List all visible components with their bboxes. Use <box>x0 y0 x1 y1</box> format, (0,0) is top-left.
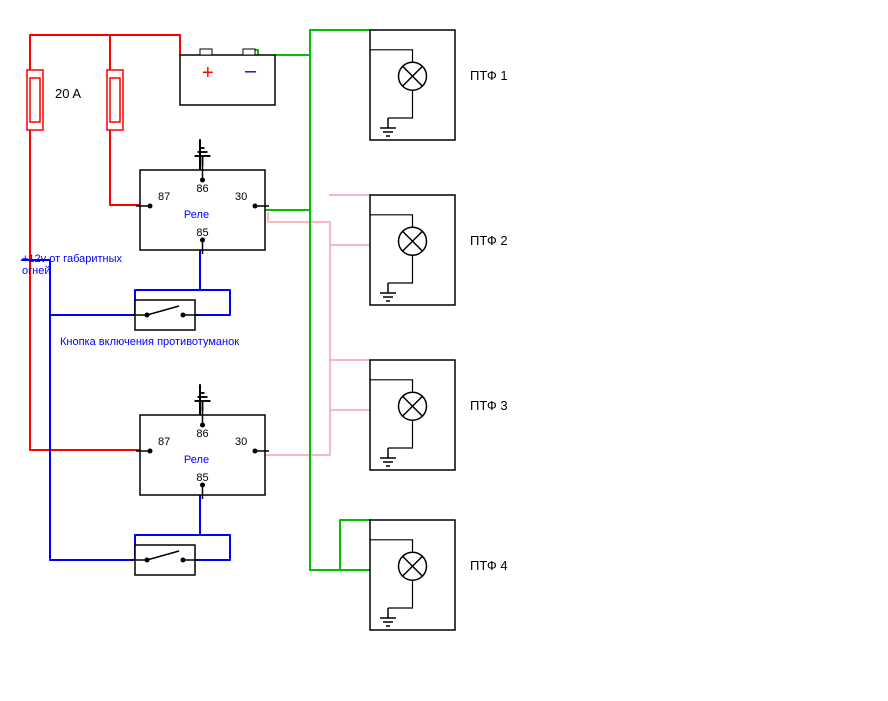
button-label: Кнопка включения противотуманок <box>60 336 239 348</box>
relay-pin-30: 30 <box>235 191 247 203</box>
ground-icon <box>195 393 211 411</box>
relay-pin-86: 86 <box>196 428 208 440</box>
battery-plus-icon: + <box>202 62 214 84</box>
relay-pin-86: 86 <box>196 183 208 195</box>
lamp-label: ПТФ 3 <box>470 398 508 413</box>
fuse-element <box>30 78 40 122</box>
battery-terminal-plus <box>200 49 212 55</box>
lamp-label: ПТФ 4 <box>470 558 508 573</box>
relay-pin-87: 87 <box>158 436 170 448</box>
relay-pin-87: 87 <box>158 191 170 203</box>
lamp-label: ПТФ 2 <box>470 233 508 248</box>
battery-minus-icon: – <box>245 60 257 82</box>
relay-pin-85: 85 <box>196 227 208 239</box>
relay-label: Реле <box>184 454 209 466</box>
battery <box>180 55 275 105</box>
relay-pin-85: 85 <box>196 472 208 484</box>
ground-icon <box>195 148 211 166</box>
lamp-label: ПТФ 1 <box>470 68 508 83</box>
relay-pin-30: 30 <box>235 436 247 448</box>
fuse-label: 20 A <box>55 86 81 101</box>
battery-terminal-minus <box>243 49 255 55</box>
source-label: +12v от габаритных <box>22 253 123 265</box>
relay-label: Реле <box>184 209 209 221</box>
source-label: огней <box>22 265 50 277</box>
fuse-element <box>110 78 120 122</box>
